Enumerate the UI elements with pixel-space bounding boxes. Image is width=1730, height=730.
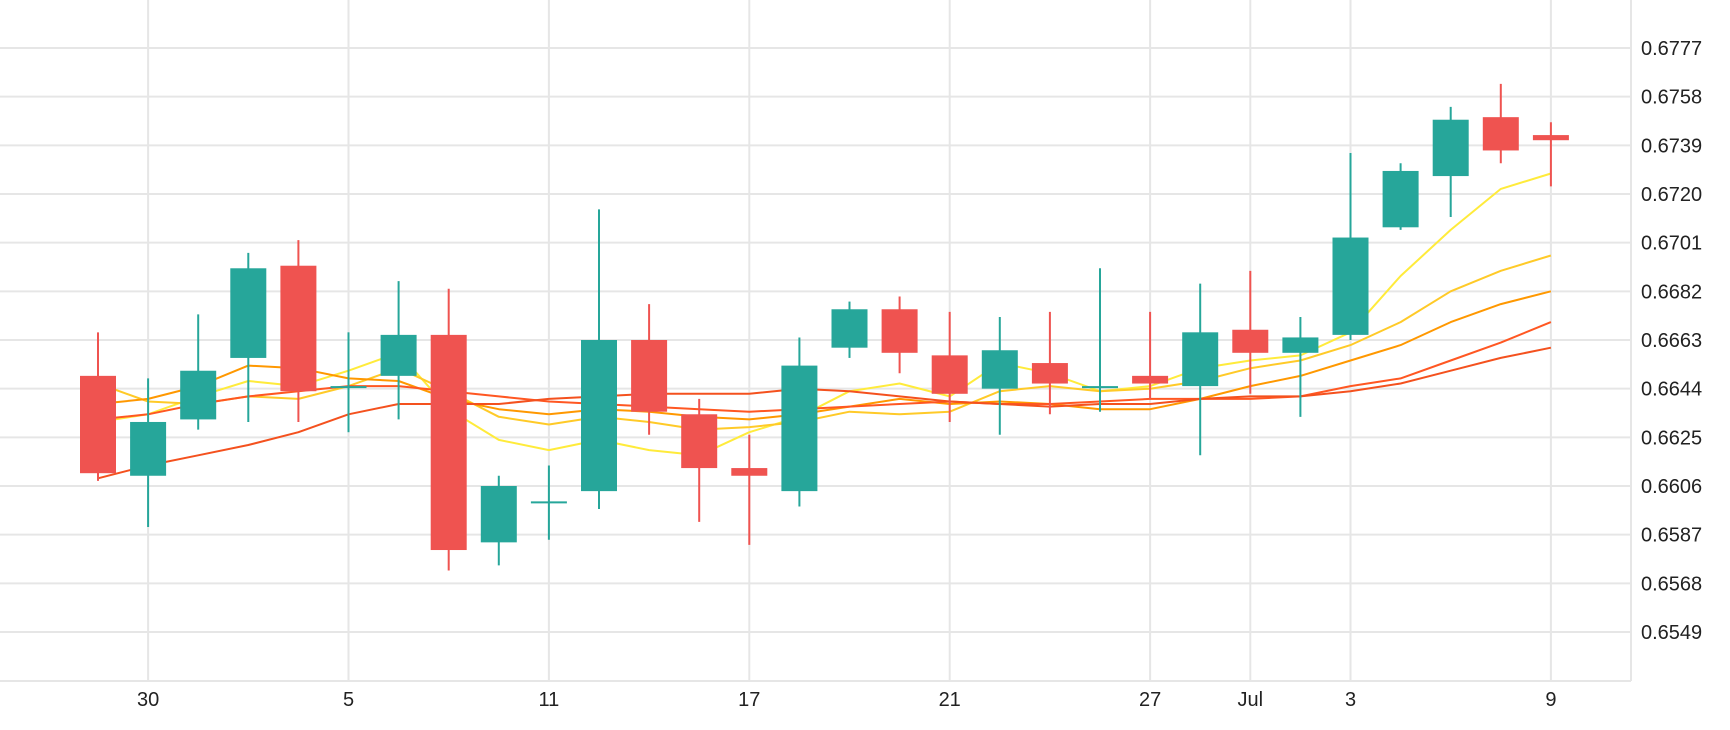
x-tick-label: 27 [1139,689,1161,711]
candle-up [1382,163,1419,230]
candle-body [1132,375,1169,384]
candle-up [480,475,517,566]
candle-body [130,421,167,476]
candle-body [1232,329,1269,353]
candle-up [380,281,417,420]
y-tick-label: 0.6739 [1641,135,1702,157]
y-tick-label: 0.6701 [1641,233,1702,255]
candle-body [1082,386,1118,389]
x-tick-label: Jul [1238,689,1264,711]
candle-body [731,468,768,476]
y-tick-label: 0.6606 [1641,476,1702,498]
candle-body [1182,332,1219,387]
y-tick-label: 0.6644 [1641,379,1702,401]
candle-body [931,355,968,394]
candle-up [831,301,868,358]
candle-body [681,414,718,469]
candle-body [581,340,617,492]
candle-up [1182,283,1219,456]
candle-body [1031,363,1068,384]
candle-body [230,268,267,358]
y-tick-label: 0.6549 [1641,622,1702,644]
y-tick-label: 0.6625 [1641,427,1702,449]
candle-body [1482,117,1519,151]
y-tick-label: 0.6663 [1641,330,1702,352]
candle-body [1332,237,1369,335]
candle-down [280,240,317,422]
candle-down [1482,83,1519,164]
candle-down [430,288,467,571]
candle-up [530,465,567,540]
candle-body [1282,337,1319,353]
candle-down [681,398,718,522]
candle-up [180,314,217,430]
moving-average-line-5 [97,346,1552,480]
moving-average-line-2 [97,254,1552,431]
candle-up [1082,268,1118,412]
candle-body [480,486,517,543]
y-tick-label: 0.6568 [1641,573,1702,595]
candle-down [931,311,968,422]
candle-up [130,378,167,527]
candle-body [781,365,818,492]
candle-up [330,332,367,433]
candle-down [80,332,116,481]
y-tick-label: 0.6777 [1641,38,1702,60]
candle-body [430,334,467,551]
y-tick-label: 0.6587 [1641,525,1702,547]
candle-body [881,309,918,353]
candle-body [1432,119,1469,177]
candle-body [831,309,868,348]
candle-body [530,501,567,504]
x-tick-label: 21 [939,689,961,711]
x-tick-label: 30 [137,689,159,711]
candle-up [1282,316,1319,417]
y-tick-label: 0.6720 [1641,184,1702,206]
candle-down [1031,311,1068,415]
candle-body [180,370,217,420]
candle-up [1332,153,1369,340]
candle-body [330,386,367,389]
candle-down [1232,270,1269,394]
candle-down [731,434,768,545]
x-tick-label: 17 [738,689,760,711]
candle-down [1132,311,1169,399]
candle-up [781,337,818,507]
y-tick-label: 0.6758 [1641,87,1702,109]
y-tick-label: 0.6682 [1641,281,1702,303]
candle-body [380,334,417,376]
candle-up [981,316,1018,435]
candle-body [631,340,668,412]
candle-up [581,209,617,510]
candle-up [230,252,267,422]
candle-body [1382,170,1419,228]
candle-up [1432,106,1469,218]
x-tick-label: 5 [343,689,354,711]
price-axis-labels: 0.6777 0.6758 0.6739 0.6720 0.6701 0.6682 0.66… [1641,38,1702,644]
candle-body [80,375,116,474]
candle-body [280,265,317,392]
x-tick-label: 9 [1545,689,1556,711]
candle-body [1532,135,1569,141]
candles [80,83,1569,571]
candle-down [881,296,918,374]
x-tick-label: 3 [1345,689,1356,711]
x-tick-label: 11 [539,689,560,711]
time-axis-labels: 30 5 11 17 21 27 Jul 3 9 [137,689,1556,711]
candle-down [1532,122,1569,187]
moving-average-line-3 [97,290,1552,421]
candle-body [981,350,1018,389]
candle-down [631,304,668,435]
